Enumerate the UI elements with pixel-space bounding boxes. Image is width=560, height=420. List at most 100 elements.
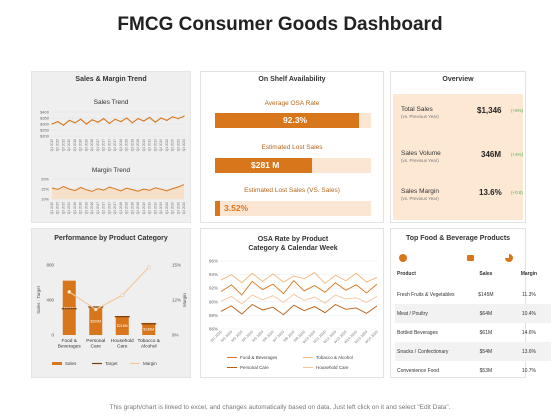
sales-ytick: $250 bbox=[40, 128, 50, 133]
margin-xtick: Q4 2015 bbox=[67, 202, 71, 214]
sales-xtick: Q4 2018 bbox=[136, 139, 140, 151]
sales-xtick: Q3 2017 bbox=[107, 139, 111, 151]
margin-area bbox=[52, 184, 184, 199]
sales-xtick: Q2 2019 bbox=[148, 139, 152, 151]
overview-change: (+0.8) bbox=[511, 190, 523, 195]
page-title: FMCG Consumer Goods Dashboard bbox=[117, 14, 443, 35]
osa-legend-label: Household Care bbox=[316, 365, 349, 370]
col-product: Product bbox=[397, 271, 416, 277]
overview-name: Sales Volume bbox=[401, 150, 441, 157]
legend-sales-swatch bbox=[52, 362, 62, 365]
margin-xtick: Q1 2016 bbox=[73, 202, 77, 214]
sales-point bbox=[80, 118, 82, 120]
sales-ytick: $300 bbox=[40, 122, 50, 127]
margin-xtick: Q4 2016 bbox=[90, 202, 94, 214]
col-margin: Margin bbox=[520, 271, 538, 277]
margin-xtick: Q3 2019 bbox=[153, 202, 157, 214]
category-tick: Household bbox=[111, 338, 134, 344]
margin-line bbox=[51, 184, 185, 192]
sales-xtick: Q4 2019 bbox=[159, 139, 163, 151]
legend-target-label: Target bbox=[105, 361, 118, 366]
overview-panel: Overview Total Sales (vs. Previous Year)… bbox=[390, 71, 526, 223]
sales-bar-label: $215M bbox=[117, 324, 128, 328]
margin-xtick: Q3 2016 bbox=[84, 202, 88, 214]
pie-icon bbox=[505, 254, 513, 262]
sales-xtick: Q3 2019 bbox=[153, 139, 157, 151]
overview-box: Total Sales (vs. Previous Year) $1,346 (… bbox=[393, 94, 523, 220]
sales-point bbox=[154, 121, 156, 123]
sales-point bbox=[68, 119, 70, 121]
osa-legend-label: Personal Care bbox=[240, 365, 269, 370]
margin-xtick: Q1 2019 bbox=[142, 202, 146, 214]
overview-sub: (vs. Previous Year) bbox=[401, 114, 439, 119]
category-panel-title: Performance by Product Category bbox=[54, 235, 168, 242]
table-row: Bottled Beverages $61M 14.6% bbox=[395, 323, 551, 342]
lost-sales-label: Estimated Lost Sales bbox=[261, 144, 323, 151]
overview-value: $1,346 bbox=[477, 106, 502, 115]
overview-panel-title: Overview bbox=[442, 76, 474, 83]
legend-margin-label: Margin bbox=[143, 361, 157, 366]
overview-name: Sales Margin bbox=[401, 188, 439, 195]
sales-point bbox=[108, 122, 110, 124]
sales-xtick: Q1 2020 bbox=[165, 139, 169, 151]
sales-ytick: $400 bbox=[40, 110, 50, 115]
lost-vs-sales-fill bbox=[215, 201, 221, 216]
sales-xtick: Q4 2015 bbox=[67, 139, 71, 151]
osa-series-line bbox=[220, 280, 378, 296]
category-tick: Beverages bbox=[58, 344, 82, 350]
sales-point bbox=[143, 120, 145, 122]
margin-xtick: Q4 2020 bbox=[182, 202, 186, 214]
sales-point bbox=[91, 119, 93, 121]
lost-sales-fill bbox=[215, 158, 312, 173]
product-name: Bottled Beverages bbox=[397, 329, 438, 336]
footer-note: This graph/chart is linked to excel, and… bbox=[109, 404, 451, 411]
category-tick: Care bbox=[117, 344, 128, 350]
sales-line bbox=[51, 115, 185, 126]
margin-xtick: Q1 2017 bbox=[96, 202, 100, 214]
osa-series-line bbox=[220, 271, 378, 285]
category-left-tick: 800 bbox=[46, 263, 54, 268]
sales-point bbox=[137, 118, 139, 120]
margin-ytick: 15% bbox=[41, 187, 49, 192]
sales-ytick: $200 bbox=[40, 134, 50, 139]
table-header: Product Sales Margin bbox=[395, 263, 551, 285]
category-left-axis-label: Sales · Target bbox=[36, 285, 41, 313]
sales-xtick: Q4 2017 bbox=[113, 139, 117, 151]
sales-point bbox=[57, 121, 59, 123]
margin-xtick: Q3 2020 bbox=[176, 202, 180, 214]
sales-point bbox=[74, 122, 76, 124]
sales-point bbox=[160, 117, 162, 119]
sales-xtick: Q1 2019 bbox=[142, 139, 146, 151]
osa-legend-label: Food & Beverages bbox=[240, 355, 278, 360]
category-right-axis-label: Margin bbox=[182, 293, 187, 307]
sales-bar bbox=[142, 322, 156, 335]
lost-sales-bar: $281 M bbox=[215, 158, 371, 173]
osa-ytick: 96% bbox=[209, 259, 218, 264]
margin-xtick: Q2 2020 bbox=[171, 202, 175, 214]
margin-line bbox=[68, 266, 150, 311]
margin-xtick: Q2 2015 bbox=[56, 202, 60, 214]
product-margin: 10.4% bbox=[506, 304, 551, 323]
overview-change: (+4%) bbox=[511, 152, 524, 157]
margin-xtick: Q4 2019 bbox=[159, 202, 163, 214]
margin-xtick: Q2 2017 bbox=[102, 202, 106, 214]
sales-xtick: Q2 2020 bbox=[171, 139, 175, 151]
sales-point bbox=[126, 117, 128, 119]
margin-ytick: 20% bbox=[41, 177, 49, 182]
sales-point bbox=[148, 116, 151, 118]
osa-ytick: 94% bbox=[209, 272, 218, 277]
sales-point bbox=[103, 118, 105, 120]
product-margin: 13.6% bbox=[506, 342, 551, 361]
sales-point bbox=[120, 121, 122, 123]
sales-xtick: Q1 2015 bbox=[50, 139, 54, 151]
sales-xtick: Q2 2016 bbox=[79, 139, 83, 151]
osa-series-line bbox=[220, 303, 378, 316]
overview-sub: (vs. Previous Year) bbox=[401, 196, 439, 201]
product-icons bbox=[399, 254, 513, 262]
sales-xtick: Q3 2015 bbox=[61, 139, 65, 151]
osa-rate-panel: OSA Rate by Product Category & Calendar … bbox=[200, 228, 384, 378]
osa-panel-title: On Shelf Availability bbox=[258, 76, 326, 83]
sales-xtick: Q2 2017 bbox=[102, 139, 106, 151]
lost-vs-sales-bar: 3.52% bbox=[215, 201, 371, 216]
